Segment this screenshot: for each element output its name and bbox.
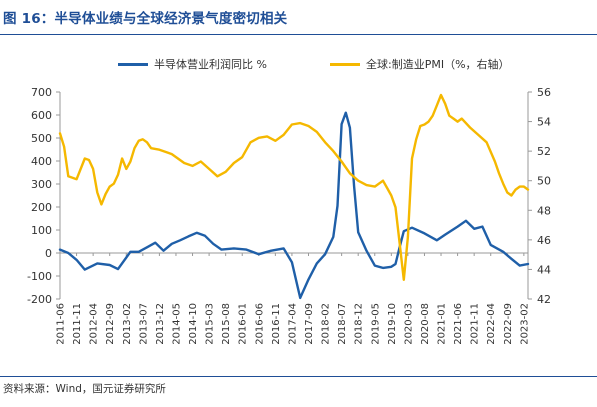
y-right-tick-label: 48 [537,204,551,217]
figure-title: 图 16：半导体业绩与全球经济景气度密切相关 [3,11,288,27]
y-left-tick-label: 700 [31,86,52,99]
x-tick-label: 2017-04 [287,303,298,345]
title-divider [0,34,597,35]
x-tick-label: 2015-08 [221,303,232,345]
y-right-tick-label: 52 [537,145,551,158]
x-tick-label: 2016-01 [238,303,249,345]
x-tick-label: 2021-01 [437,303,448,345]
y-right-tick-label: 54 [537,116,551,129]
source-note: 资料来源：Wind，国元证券研究所 [3,383,166,395]
x-tick-label: 2015-03 [205,303,216,345]
x-tick-label: 2018-02 [321,303,332,345]
series-line-semiconductor [58,111,530,300]
x-tick-label: 2013-02 [122,303,133,345]
y-right-tick-label: 46 [537,234,551,247]
x-tick-label: 2013-07 [138,303,149,345]
legend-item-pmi: 全球:制造业PMI（%，右轴） [330,56,510,72]
x-tick-label: 2018-12 [354,303,365,345]
legend-swatch-pmi [330,62,360,66]
x-tick-label: 2014-05 [171,303,182,345]
y-left-tick-label: 0 [45,247,52,260]
y-right-tick-label: 56 [537,86,551,99]
x-tick-label: 2014-10 [188,303,199,345]
y-left-tick-label: 600 [31,109,52,122]
y-left-tick-label: -100 [27,270,52,283]
legend-label-pmi: 全球:制造业PMI（%，右轴） [366,58,510,71]
x-tick-label: 2020-08 [420,303,431,345]
legend-swatch-semiconductor [118,62,148,66]
x-tick-label: 2020-03 [403,303,414,345]
x-tick-label: 2017-09 [304,303,315,345]
x-tick-label: 2019-10 [387,303,398,345]
y-left-tick-label: 200 [31,201,52,214]
y-left-tick-label: -200 [27,293,52,306]
chart-legend: 半导体营业利润同比 % 全球:制造业PMI（%，右轴） [0,56,597,72]
y-right-tick-label: 44 [537,263,551,276]
legend-label-semiconductor: 半导体营业利润同比 % [154,58,267,71]
x-tick-label: 2011-11 [72,303,83,345]
x-tick-label: 2013-12 [155,303,166,345]
y-left-tick-label: 300 [31,178,52,191]
x-tick-label: 2012-04 [89,303,100,345]
x-tick-label: 2021-06 [453,303,464,345]
x-tick-label: 2021-11 [470,303,481,345]
x-tick-label: 2019-05 [370,303,381,345]
x-tick-label: 2011-06 [56,303,67,345]
x-tick-label: 2023-02 [519,303,530,345]
x-tick-label: 2022-04 [486,303,497,345]
y-left-tick-label: 400 [31,155,52,168]
series-line-pmi [58,93,530,281]
y-left-tick-label: 100 [31,224,52,237]
y-right-tick-label: 42 [537,293,551,306]
x-tick-label: 2016-11 [271,303,282,345]
x-tick-label: 2016-06 [254,303,265,345]
x-tick-label: 2022-09 [503,303,514,345]
line-chart: 700 600 500 400 300 200 100 0 -100 -200 56 54 52 50 48… [27,86,551,345]
x-tick-label: 2018-07 [337,303,348,345]
y-left-tick-label: 500 [31,132,52,145]
legend-item-semiconductor: 半导体营业利润同比 % [118,56,267,72]
y-right-tick-label: 50 [537,175,551,188]
source-divider [0,376,597,377]
title-bar: 图 16：半导体业绩与全球经济景气度密切相关 [0,0,597,34]
x-tick-label: 2012-09 [105,303,116,345]
